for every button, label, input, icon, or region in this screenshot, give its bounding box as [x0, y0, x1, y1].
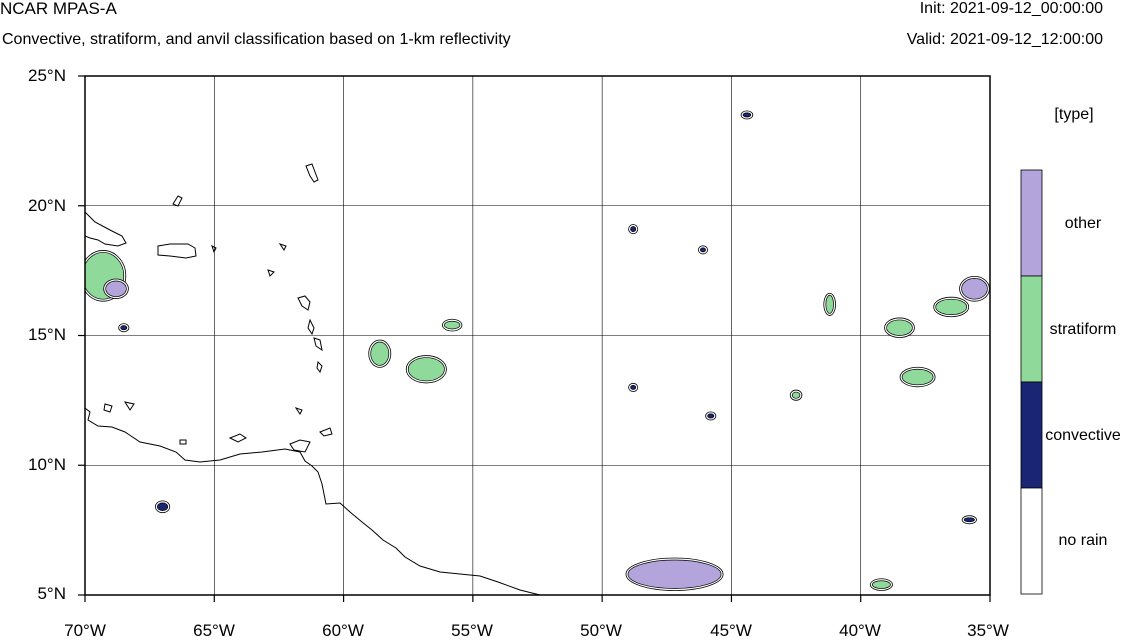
island-antilles-2 — [297, 295, 311, 311]
cluster-puerto-rico-b — [105, 280, 127, 297]
lat-label-5n: 5°N — [37, 584, 66, 603]
map-title: NCAR MPAS-A — [0, 0, 117, 18]
cell-49w-19n — [630, 226, 637, 233]
island-small-5 — [278, 243, 287, 251]
island-aruba — [103, 403, 113, 413]
lon-label-55w: 55°W — [451, 621, 493, 640]
lat-label-20n: 20°N — [28, 196, 66, 215]
island-small-3 — [211, 245, 217, 254]
island-small-1 — [179, 439, 187, 445]
lon-label-45w: 45°W — [710, 621, 752, 640]
map-subtitle: Convective, stratiform, and anvil classi… — [2, 31, 511, 48]
island-trinidad — [289, 439, 311, 453]
lon-label-35w: 35°W — [967, 621, 1009, 640]
lat-label-25n: 25°N — [28, 66, 66, 85]
island-hispaniola — [85, 211, 127, 247]
cell-67w-8n — [157, 502, 169, 512]
island-small-2 — [294, 407, 303, 415]
cluster-east-b — [935, 298, 968, 316]
cell-44w-23n — [742, 112, 752, 118]
south-america-coastline — [85, 407, 541, 595]
island-small-4 — [267, 269, 275, 277]
legend-label-no-rain: no rain — [1058, 532, 1108, 549]
cell-68w-15n — [120, 325, 128, 331]
axis-ticks — [78, 75, 991, 602]
coastline — [85, 163, 541, 595]
island-antilles-5 — [316, 360, 323, 374]
lon-label-50w: 50°W — [580, 621, 622, 640]
island-antilles-1 — [305, 163, 319, 183]
lon-label-70w: 70°W — [64, 621, 106, 640]
cluster-47w-6n — [627, 559, 722, 589]
island-antilles-3 — [307, 318, 315, 336]
valid-time: Valid: 2021-09-12_12:00:00 — [906, 31, 1103, 48]
lon-label-40w: 40°W — [839, 621, 881, 640]
cluster-barbados-a — [370, 341, 390, 366]
island-virgin — [172, 195, 183, 207]
lon-label-60w: 60°W — [322, 621, 364, 640]
legend-label-stratiform: stratiform — [1049, 321, 1117, 338]
legend-swatch-convective — [1020, 381, 1043, 489]
lon-label-65w: 65°W — [193, 621, 235, 640]
legend-swatch-no-rain — [1020, 487, 1043, 595]
cell-49w-13n — [630, 384, 637, 390]
cluster-39w-5n — [872, 580, 891, 589]
cluster-barbados-b — [407, 357, 445, 382]
cluster-42w-13n — [791, 391, 801, 399]
legend-swatch-other — [1020, 169, 1043, 277]
cell-45w-14n — [707, 413, 715, 419]
island-margarita — [228, 433, 247, 443]
island-antilles-4 — [313, 337, 323, 352]
legend-title: [type] — [1054, 106, 1094, 123]
island-tobago — [319, 427, 333, 437]
legend-label-other: other — [1064, 215, 1102, 232]
cell-45w-18n — [700, 247, 706, 253]
lat-label-15n: 15°N — [28, 325, 66, 344]
legend-swatch-stratiform — [1020, 275, 1043, 383]
map-grid — [84, 75, 991, 596]
legend-colorbar — [1020, 169, 1043, 595]
precip-features — [85, 110, 990, 591]
cluster-east-c — [961, 278, 988, 300]
island-curacao — [123, 401, 135, 411]
lat-label-10n: 10°N — [28, 455, 66, 474]
cluster-41w-16n — [825, 294, 834, 314]
cluster-56w-16n — [444, 320, 461, 330]
legend-label-convective: convective — [1045, 427, 1121, 444]
island-puerto-rico — [157, 243, 197, 259]
cluster-east-d — [901, 368, 934, 386]
init-time: Init: 2021-09-12_00:00:00 — [919, 0, 1103, 17]
cluster-east-a — [886, 319, 913, 336]
cell-36w-8n — [963, 517, 975, 523]
